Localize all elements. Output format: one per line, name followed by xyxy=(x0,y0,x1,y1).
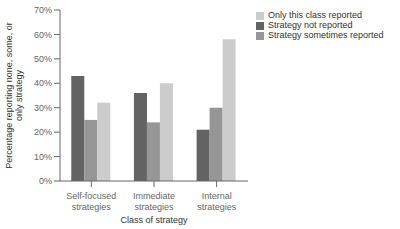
html-text:Strategy not reported: Strategy not reported xyxy=(268,20,353,30)
svg-text:10%: 10% xyxy=(34,152,52,162)
svg-text:20%: 20% xyxy=(34,127,52,137)
svg-text:40%: 40% xyxy=(34,78,52,88)
svg-text:70%: 70% xyxy=(34,5,52,15)
svg-text:Percentage reporting none, som: Percentage reporting none, some, oronly … xyxy=(8,22,24,169)
svg-text:30%: 30% xyxy=(34,103,52,113)
html-text:Strategy sometimes reported: Strategy sometimes reported xyxy=(268,30,384,40)
svg-text:Internalstrategies: Internalstrategies xyxy=(197,191,237,212)
svg-text:60%: 60% xyxy=(34,30,52,40)
svg-text:50%: 50% xyxy=(34,54,52,64)
svg-text:Immediatestrategies: Immediatestrategies xyxy=(133,191,175,212)
svg-text:0%: 0% xyxy=(39,176,52,186)
svg-text:Class of strategy: Class of strategy xyxy=(120,215,188,225)
svg-text:Self-focusedstrategies: Self-focusedstrategies xyxy=(66,191,116,212)
html-text:Only this class reported: Only this class reported xyxy=(268,10,362,20)
